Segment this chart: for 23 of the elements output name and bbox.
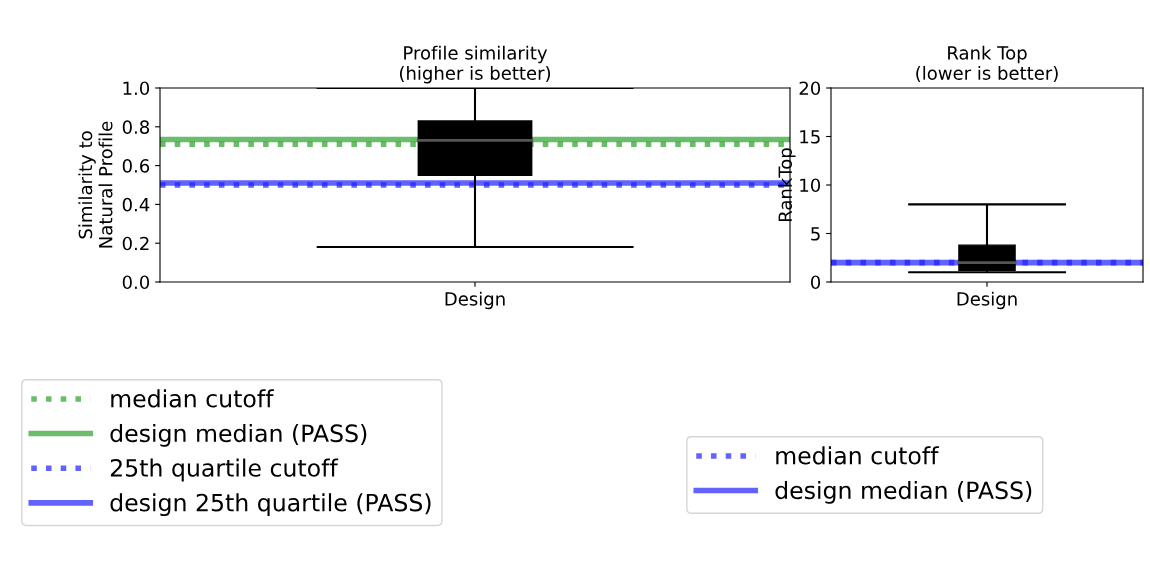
y-axis-title: RankTop [778,148,796,222]
y-tick-label: 5 [811,227,820,241]
y-tick-label: 0.0 [122,275,150,290]
y-tick-label: 0.4 [122,197,150,212]
legend-label: design median (PASS) [110,423,367,447]
legend-label: design 25th quartile (PASS) [110,493,431,517]
legend-label: median cutoff [111,389,274,408]
y-tick-label: 0.6 [122,159,150,173]
y-tick-label: 15 [800,130,820,144]
y-axis-title: Similarity to Natural Profile [78,121,113,248]
x-tick-label: Design [957,291,1017,310]
y-tick-label: 20 [799,81,821,96]
y-tick-label: 0.2 [122,236,149,251]
legend-label: design median (PASS) [775,480,1032,504]
y-tick-label: 0.8 [122,120,150,134]
chart-title: Profile similarity (higher is better) [399,45,551,84]
y-tick-label: 10 [800,178,821,193]
y-tick-label: 0 [810,275,821,290]
legend-label: median cutoff [776,446,939,465]
x-tick-label: Design [445,291,505,310]
chart-title: Rank Top (lower is better) [916,45,1058,83]
legend-label: 25th quartile cutoff [110,458,339,482]
y-tick-label: 1.0 [123,81,150,96]
